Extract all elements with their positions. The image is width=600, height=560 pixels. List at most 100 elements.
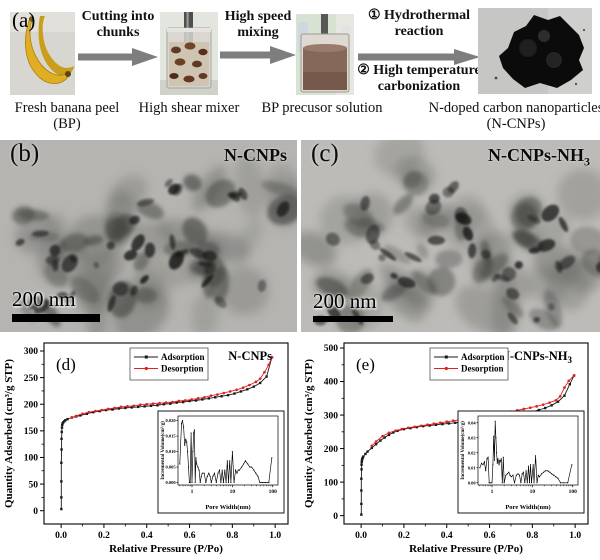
tem-blob bbox=[174, 249, 189, 258]
inset-marker bbox=[560, 482, 562, 484]
inset-marker bbox=[563, 482, 565, 484]
tem-blob bbox=[512, 229, 545, 252]
inset-marker bbox=[510, 476, 512, 478]
marker-adsorption bbox=[92, 411, 95, 414]
marker-desorption bbox=[451, 419, 455, 423]
inset-marker bbox=[191, 482, 193, 484]
marker-adsorption bbox=[79, 414, 82, 417]
tem-blob bbox=[163, 243, 201, 290]
tem-blob bbox=[234, 153, 265, 218]
tem-blob bbox=[12, 206, 35, 225]
tem-blob bbox=[60, 233, 90, 253]
marker-adsorption bbox=[360, 460, 363, 464]
x-tick-label: 0.8 bbox=[526, 531, 538, 541]
precursor-solution-photo bbox=[296, 14, 354, 95]
y-tick-label: 400 bbox=[324, 378, 339, 388]
marker-desorption bbox=[254, 380, 258, 384]
marker-adsorption bbox=[60, 480, 63, 483]
inset-marker bbox=[226, 460, 228, 462]
marker-adsorption bbox=[543, 406, 547, 410]
inset-marker bbox=[533, 482, 535, 484]
marker-adsorption bbox=[181, 400, 185, 404]
marker-adsorption bbox=[258, 381, 262, 385]
inset-marker bbox=[187, 451, 189, 453]
inset-marker bbox=[501, 482, 503, 484]
tem-blob bbox=[383, 244, 411, 264]
inset-marker bbox=[229, 460, 231, 462]
tem-blob bbox=[204, 261, 216, 275]
marker-desorption bbox=[171, 400, 174, 404]
tem-blob bbox=[541, 204, 560, 222]
carbon-powder-photo bbox=[478, 8, 592, 94]
x-tick-label: 0.2 bbox=[98, 531, 110, 541]
inset-marker bbox=[529, 482, 531, 484]
inset-marker bbox=[488, 482, 490, 484]
inset-marker bbox=[220, 482, 222, 484]
step-caption-solution: BP precusor solution bbox=[261, 100, 383, 116]
tem-blob bbox=[316, 277, 348, 298]
marker-desorption bbox=[267, 363, 271, 367]
tem-blob bbox=[15, 238, 25, 246]
tem-blob bbox=[211, 266, 230, 304]
marker-desorption bbox=[387, 431, 391, 435]
marker-desorption bbox=[563, 386, 566, 389]
tem-blob bbox=[501, 296, 524, 318]
series-desorption bbox=[71, 357, 273, 418]
marker-desorption bbox=[541, 403, 545, 407]
inset-marker bbox=[188, 482, 190, 484]
inset-marker bbox=[495, 437, 497, 439]
y-tick-label: 50 bbox=[29, 480, 39, 490]
tem-blob bbox=[435, 249, 463, 269]
inset-y-tick-label: 0.005 bbox=[165, 465, 176, 470]
inset-marker bbox=[199, 482, 201, 484]
inset-y-tick-label: 0.04 bbox=[468, 420, 477, 425]
y-tick-label: 300 bbox=[324, 411, 339, 421]
tem-blob bbox=[595, 261, 600, 274]
tem-blob bbox=[537, 239, 556, 252]
marker-adsorption bbox=[188, 399, 191, 403]
marker-desorption bbox=[235, 388, 238, 392]
tem-blob bbox=[229, 193, 241, 202]
inset-marker bbox=[192, 451, 194, 453]
marker-desorption bbox=[374, 440, 378, 443]
marker-adsorption bbox=[361, 456, 364, 460]
tem-blob bbox=[133, 251, 150, 271]
tem-blob bbox=[455, 284, 517, 332]
chart-e-isotherm-n-cnps-nh3: 0.0 0.2 0.4 0.6 0.8 1.0 0 100 200 300 400 500 Relati… bbox=[303, 342, 589, 555]
marker-desorption bbox=[106, 407, 110, 411]
x-tick-label: 0.2 bbox=[398, 531, 410, 541]
tem-blob bbox=[44, 262, 68, 288]
y-tick-label: 100 bbox=[24, 454, 39, 464]
inset-marker bbox=[212, 475, 214, 477]
x-tick-label: 1.0 bbox=[269, 531, 281, 541]
tem-blob bbox=[106, 241, 115, 250]
tem-blob bbox=[427, 235, 445, 245]
panel-c-label: (c) bbox=[311, 140, 339, 167]
inset-marker bbox=[233, 482, 235, 484]
marker-adsorption bbox=[214, 396, 217, 399]
marker-adsorption bbox=[537, 408, 540, 412]
tem-blob bbox=[191, 291, 220, 332]
inset-marker bbox=[247, 463, 249, 465]
marker-adsorption bbox=[379, 439, 382, 442]
tem-blob bbox=[140, 275, 149, 284]
inset-marker bbox=[479, 467, 481, 469]
sample-label: N-CNPs-NH3 bbox=[501, 349, 573, 365]
x-tick-label: 0.8 bbox=[226, 531, 238, 541]
tem-blob bbox=[325, 232, 340, 246]
y-axis-title: Quantity Adsorbed (cm³/g STP) bbox=[3, 359, 15, 508]
inset-marker bbox=[224, 469, 226, 471]
legend: Adsorption Desorption bbox=[129, 347, 209, 381]
arrow-3-label-top: ① Hydrothermal reaction bbox=[367, 8, 471, 39]
chart-d-isotherm-n-cnps: 0.0 0.2 0.4 0.6 0.8 1.0 0 50 100 150 200 250 300 Rela… bbox=[3, 342, 289, 555]
shear-mixer-photo bbox=[160, 12, 218, 95]
tem-blob bbox=[393, 194, 414, 215]
inset-marker bbox=[502, 456, 504, 458]
tem-blob bbox=[105, 217, 128, 242]
sample-label: N-CNPs bbox=[228, 349, 272, 363]
arrow-2 bbox=[220, 46, 296, 64]
marker-adsorption bbox=[454, 421, 457, 424]
inset-marker bbox=[227, 482, 229, 484]
tem-blob bbox=[454, 207, 468, 223]
marker-desorption bbox=[151, 402, 155, 406]
